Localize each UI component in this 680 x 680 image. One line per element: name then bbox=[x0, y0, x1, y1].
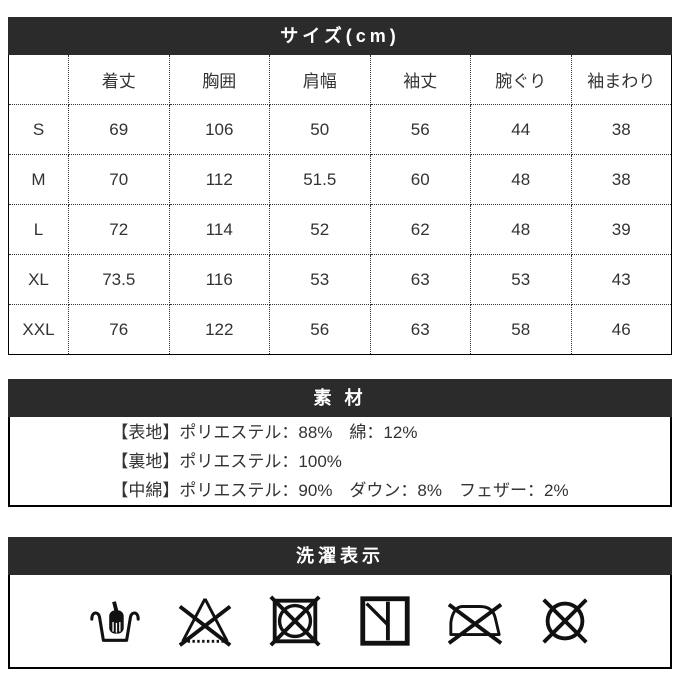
care-section-header: 洗濯表示 bbox=[8, 537, 672, 575]
size-row-l: L 72 114 52 62 48 39 bbox=[8, 204, 672, 255]
size-value-cell: 63 bbox=[369, 304, 471, 355]
size-value-cell: 72 bbox=[68, 204, 170, 255]
size-value-cell: 116 bbox=[168, 254, 270, 305]
care-section-title: 洗濯表示 bbox=[296, 546, 384, 566]
do-not-bleach-icon bbox=[178, 598, 232, 647]
size-col-header: 腕ぐり bbox=[470, 55, 572, 105]
hand-wash-icon bbox=[90, 601, 140, 642]
size-value-cell: 114 bbox=[168, 204, 270, 255]
size-value-cell: 48 bbox=[470, 204, 572, 255]
corner-cell bbox=[8, 55, 69, 105]
material-section-header: 素 材 bbox=[8, 379, 672, 417]
size-value-cell: 43 bbox=[570, 254, 672, 305]
section-gap bbox=[8, 507, 672, 537]
size-value-cell: 60 bbox=[369, 154, 471, 205]
size-value-cell: 76 bbox=[68, 304, 170, 355]
size-row-label: M bbox=[8, 154, 69, 205]
size-row-label: XL bbox=[8, 254, 69, 305]
size-value-cell: 73.5 bbox=[68, 254, 170, 305]
size-value-cell: 122 bbox=[168, 304, 270, 355]
size-value-cell: 112 bbox=[168, 154, 270, 205]
size-value-cell: 53 bbox=[470, 254, 572, 305]
dry-in-shade-icon bbox=[360, 596, 410, 646]
size-value-cell: 56 bbox=[369, 104, 471, 155]
care-section: 洗濯表示 bbox=[8, 537, 672, 669]
size-col-header: 肩幅 bbox=[269, 55, 371, 105]
size-value-cell: 38 bbox=[570, 154, 672, 205]
size-value-cell: 56 bbox=[269, 304, 371, 355]
material-lines: 【表地】ポリエステル：88% 綿：12% 【裏地】ポリエステル：100% 【中綿… bbox=[111, 418, 568, 505]
size-value-cell: 48 bbox=[470, 154, 572, 205]
size-row-xl: XL 73.5 116 53 63 53 43 bbox=[8, 254, 672, 305]
size-row-s: S 69 106 50 56 44 38 bbox=[8, 104, 672, 155]
care-symbols-row bbox=[8, 575, 672, 669]
material-section-title: 素 材 bbox=[313, 388, 367, 408]
material-line-padding: 【中綿】ポリエステル：90% ダウン：8% フェザー：2% bbox=[111, 480, 569, 500]
size-value-cell: 38 bbox=[570, 104, 672, 155]
size-table: 着丈 胸囲 肩幅 袖丈 腕ぐり 袖まわり S 69 106 50 56 44 3… bbox=[8, 55, 672, 355]
size-section: サイズ(cm) 着丈 胸囲 肩幅 袖丈 腕ぐり 袖まわり S 69 106 50… bbox=[8, 17, 672, 355]
size-value-cell: 44 bbox=[470, 104, 572, 155]
do-not-dry-clean-icon bbox=[542, 598, 588, 644]
size-value-cell: 63 bbox=[369, 254, 471, 305]
material-line-outer: 【表地】ポリエステル：88% 綿：12% bbox=[111, 422, 418, 442]
size-section-title: サイズ(cm) bbox=[280, 26, 400, 46]
size-value-cell: 69 bbox=[68, 104, 170, 155]
section-gap bbox=[8, 355, 672, 379]
size-value-cell: 39 bbox=[570, 204, 672, 255]
size-col-header: 着丈 bbox=[68, 55, 170, 105]
size-value-cell: 53 bbox=[269, 254, 371, 305]
size-col-header: 袖まわり bbox=[570, 55, 672, 105]
material-body: 【表地】ポリエステル：88% 綿：12% 【裏地】ポリエステル：100% 【中綿… bbox=[8, 417, 672, 507]
size-section-header: サイズ(cm) bbox=[8, 17, 672, 55]
size-row-xxl: XXL 76 122 56 63 58 46 bbox=[8, 304, 672, 355]
size-value-cell: 106 bbox=[168, 104, 270, 155]
do-not-tumble-dry-icon bbox=[269, 595, 321, 647]
size-col-header: 袖丈 bbox=[369, 55, 471, 105]
size-value-cell: 51.5 bbox=[269, 154, 371, 205]
size-row-label: S bbox=[8, 104, 69, 155]
size-col-header: 胸囲 bbox=[168, 55, 270, 105]
size-value-cell: 52 bbox=[269, 204, 371, 255]
size-table-header-row: 着丈 胸囲 肩幅 袖丈 腕ぐり 袖まわり bbox=[8, 55, 672, 105]
size-value-cell: 62 bbox=[369, 204, 471, 255]
size-row-label: XXL bbox=[8, 304, 69, 355]
size-value-cell: 50 bbox=[269, 104, 371, 155]
do-not-iron-icon bbox=[447, 603, 503, 645]
size-value-cell: 70 bbox=[68, 154, 170, 205]
size-value-cell: 46 bbox=[570, 304, 672, 355]
size-row-m: M 70 112 51.5 60 48 38 bbox=[8, 154, 672, 205]
size-row-label: L bbox=[8, 204, 69, 255]
material-section: 素 材 【表地】ポリエステル：88% 綿：12% 【裏地】ポリエステル：100%… bbox=[8, 379, 672, 507]
material-line-lining: 【裏地】ポリエステル：100% bbox=[111, 451, 342, 471]
size-value-cell: 58 bbox=[470, 304, 572, 355]
